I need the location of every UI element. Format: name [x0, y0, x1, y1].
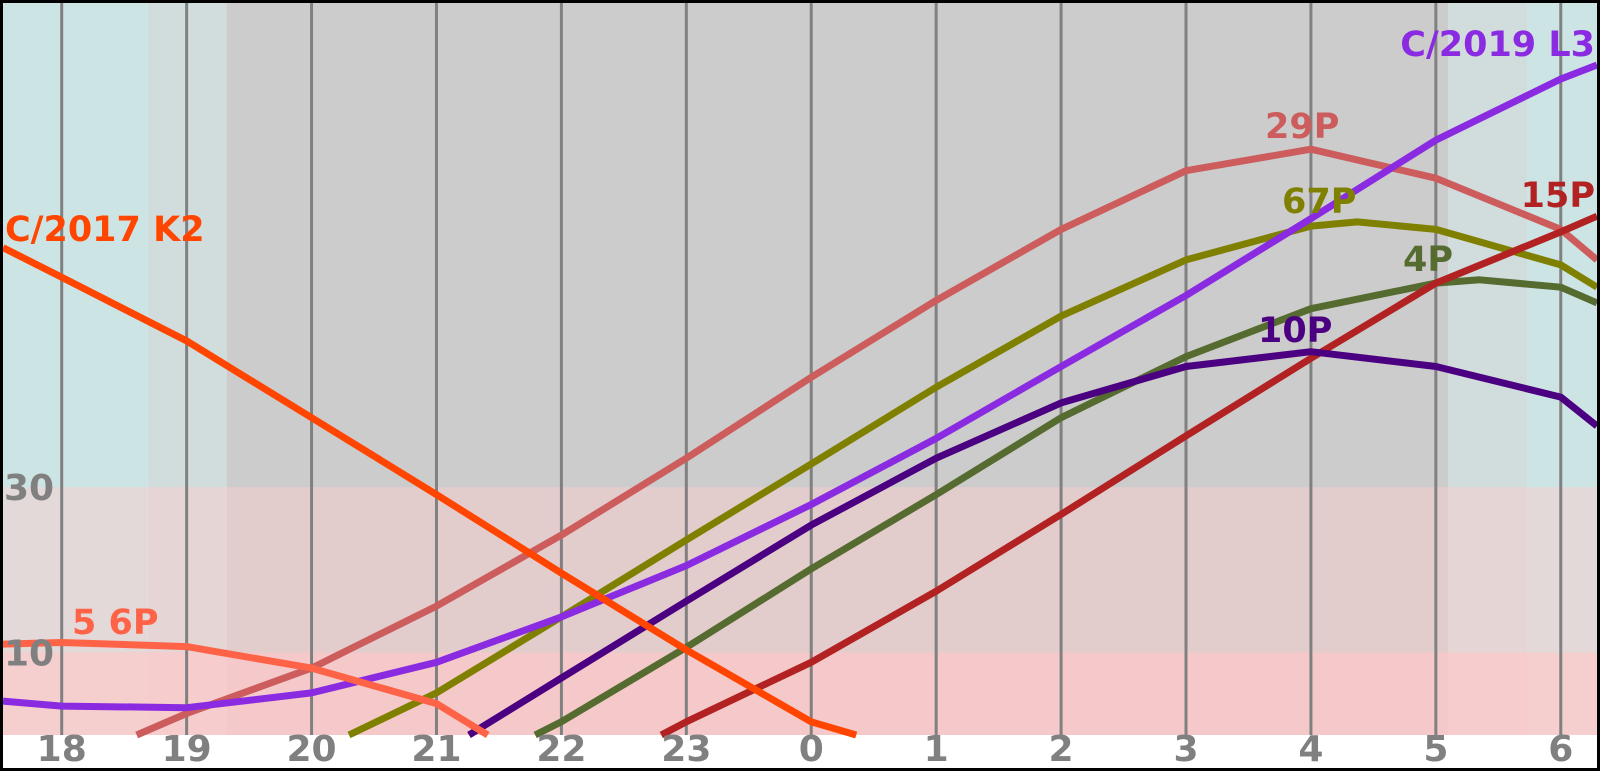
- x-tick-label: 23: [661, 729, 711, 770]
- x-tick-label: 21: [411, 729, 461, 770]
- comet-line: [1, 244, 858, 739]
- series-label: 10P: [1258, 311, 1332, 351]
- series-label: C/2017 K2: [5, 210, 205, 250]
- x-tick-label: 0: [799, 729, 824, 770]
- comet-line: [2, 639, 490, 738]
- x-tick-label: 18: [37, 729, 87, 770]
- x-tick-label: 2: [1049, 729, 1074, 770]
- series-label: 29P: [1265, 107, 1339, 147]
- x-tick-label: 5: [1423, 729, 1448, 770]
- x-tick-label: 1: [924, 729, 949, 770]
- series-label: 5 6P: [72, 603, 159, 643]
- x-tick-label: 3: [1173, 729, 1198, 770]
- comet-line: [2, 61, 1599, 712]
- labels: 18 19 20 21 22 23 0 1 2 3 4 5 6103029P67P4P15P10PC/2…: [4, 25, 1595, 770]
- comet-line: [659, 212, 1599, 739]
- series-label: C/2019 L3: [1400, 25, 1595, 65]
- series-label: 15P: [1521, 176, 1595, 216]
- y-tick-label: 10: [4, 633, 54, 674]
- x-tick-label: 19: [162, 729, 212, 770]
- series-label: 67P: [1282, 182, 1356, 222]
- comet-line: [135, 145, 1600, 739]
- twilight-band: [3, 3, 148, 735]
- altitude-band: [3, 487, 1597, 653]
- series-label: 4P: [1403, 240, 1453, 280]
- y-tick-label: 30: [4, 468, 54, 509]
- plot-lines: [1, 61, 1600, 739]
- x-tick-label: 22: [536, 729, 586, 770]
- axis-strip: [3, 735, 1597, 771]
- x-tick-label: 6: [1548, 729, 1573, 770]
- x-tick-label: 20: [287, 729, 337, 770]
- x-tick-label: 4: [1298, 729, 1323, 770]
